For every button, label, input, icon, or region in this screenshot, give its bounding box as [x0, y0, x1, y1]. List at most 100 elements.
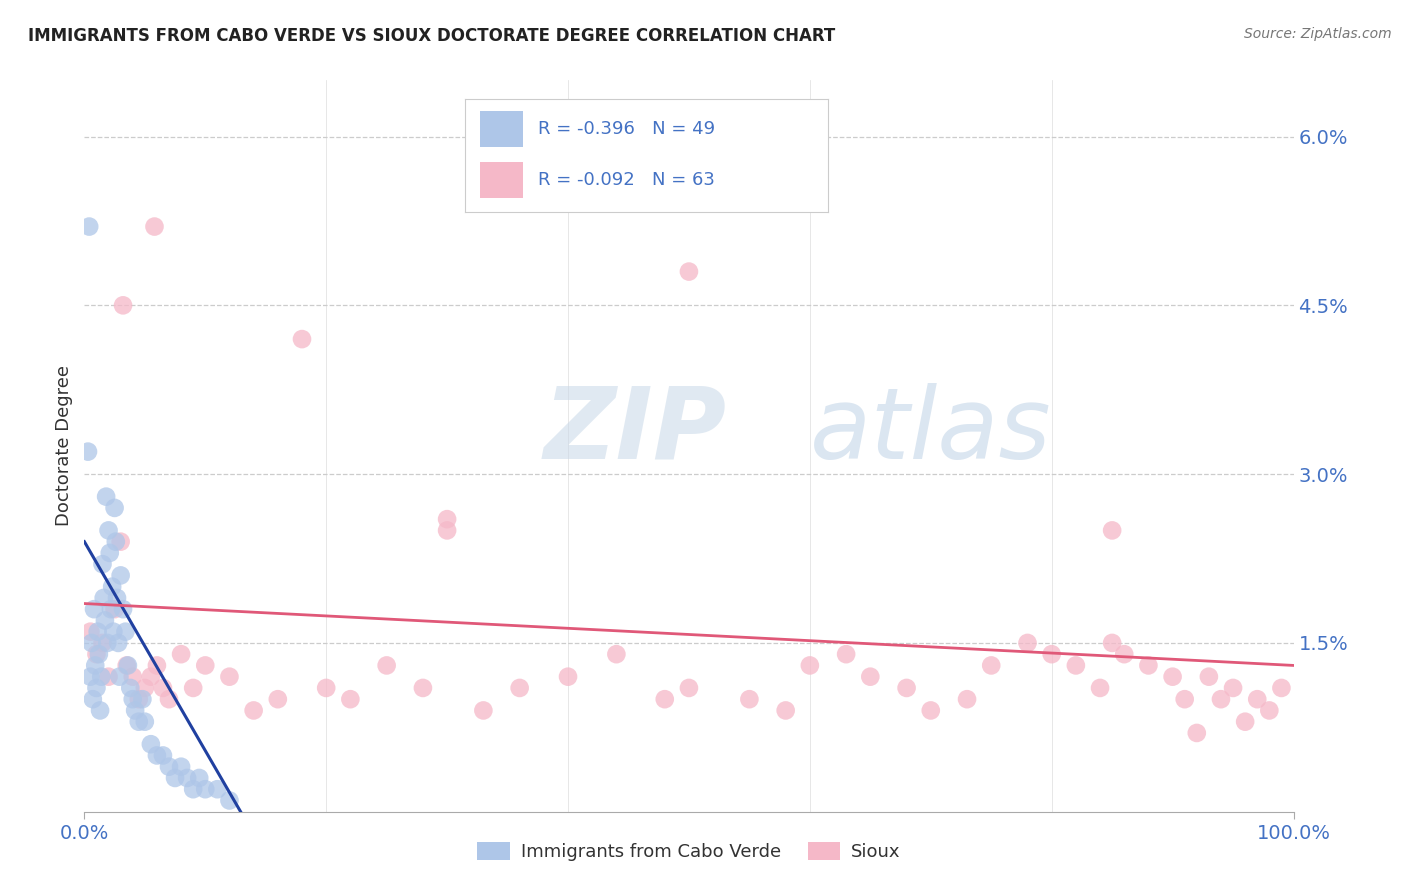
- Point: [1101, 524, 1123, 538]
- Text: IMMIGRANTS FROM CABO VERDE VS SIOUX DOCTORATE DEGREE CORRELATION CHART: IMMIGRANTS FROM CABO VERDE VS SIOUX DOCT…: [28, 27, 835, 45]
- Point: [339, 692, 361, 706]
- Point: [86, 647, 108, 661]
- Point: [181, 681, 204, 695]
- Point: [1270, 681, 1292, 695]
- Point: [1017, 636, 1039, 650]
- Point: [1137, 658, 1160, 673]
- Point: [143, 219, 166, 234]
- Point: [96, 636, 118, 650]
- Point: [1258, 703, 1281, 717]
- Text: Source: ZipAtlas.com: Source: ZipAtlas.com: [1244, 27, 1392, 41]
- Point: [90, 670, 112, 684]
- Point: [110, 568, 132, 582]
- Point: [91, 557, 114, 571]
- Point: [1174, 692, 1197, 706]
- Point: [920, 703, 942, 717]
- Point: [835, 647, 858, 661]
- Point: [1064, 658, 1087, 673]
- Point: [472, 703, 495, 717]
- Point: [107, 636, 129, 650]
- Point: [1161, 670, 1184, 684]
- Point: [267, 692, 290, 706]
- Point: [678, 681, 700, 695]
- Point: [121, 692, 143, 706]
- Point: [97, 524, 120, 538]
- Point: [678, 264, 700, 278]
- Point: [94, 614, 117, 628]
- Point: [104, 500, 127, 515]
- Point: [117, 658, 139, 673]
- Point: [1040, 647, 1063, 661]
- Point: [80, 636, 103, 650]
- Point: [100, 602, 122, 616]
- Point: [104, 534, 127, 549]
- Point: [124, 703, 146, 717]
- Point: [799, 658, 821, 673]
- Point: [152, 748, 174, 763]
- Point: [896, 681, 918, 695]
- Point: [1222, 681, 1244, 695]
- Point: [509, 681, 531, 695]
- Point: [77, 219, 100, 234]
- Point: [157, 692, 180, 706]
- Point: [1209, 692, 1232, 706]
- Point: [152, 681, 174, 695]
- Text: atlas: atlas: [810, 383, 1052, 480]
- Point: [83, 602, 105, 616]
- Point: [1101, 636, 1123, 650]
- Point: [775, 703, 797, 717]
- Legend: Immigrants from Cabo Verde, Sioux: Immigrants from Cabo Verde, Sioux: [470, 835, 908, 869]
- Point: [120, 681, 142, 695]
- Point: [112, 298, 135, 312]
- Point: [956, 692, 979, 706]
- Point: [436, 512, 458, 526]
- Point: [218, 670, 240, 684]
- Y-axis label: Doctorate Degree: Doctorate Degree: [55, 366, 73, 526]
- Point: [291, 332, 314, 346]
- Point: [93, 591, 115, 605]
- Point: [146, 658, 169, 673]
- Point: [170, 647, 193, 661]
- Point: [139, 737, 162, 751]
- Point: [87, 647, 110, 661]
- Point: [98, 546, 121, 560]
- Point: [110, 534, 132, 549]
- Point: [86, 681, 108, 695]
- Point: [412, 681, 434, 695]
- Point: [97, 670, 120, 684]
- Point: [121, 670, 143, 684]
- Point: [165, 771, 187, 785]
- Point: [1198, 670, 1220, 684]
- Point: [194, 782, 217, 797]
- Point: [91, 636, 114, 650]
- Point: [94, 490, 117, 504]
- Point: [654, 692, 676, 706]
- Point: [104, 602, 127, 616]
- Point: [103, 624, 125, 639]
- Point: [89, 703, 111, 717]
- Point: [86, 624, 108, 639]
- Point: [170, 760, 193, 774]
- Point: [207, 782, 229, 797]
- Point: [375, 658, 398, 673]
- Point: [188, 771, 211, 785]
- Point: [194, 658, 217, 673]
- Point: [176, 771, 198, 785]
- Point: [79, 624, 101, 639]
- Point: [82, 692, 104, 706]
- Point: [112, 602, 135, 616]
- Point: [242, 703, 264, 717]
- Point: [108, 670, 131, 684]
- Point: [605, 647, 627, 661]
- Point: [859, 670, 882, 684]
- Point: [315, 681, 337, 695]
- Point: [134, 681, 156, 695]
- Point: [77, 444, 100, 458]
- Point: [1114, 647, 1136, 661]
- Point: [131, 692, 153, 706]
- Point: [79, 670, 101, 684]
- Point: [128, 714, 150, 729]
- Point: [157, 760, 180, 774]
- Point: [436, 524, 458, 538]
- Point: [115, 658, 138, 673]
